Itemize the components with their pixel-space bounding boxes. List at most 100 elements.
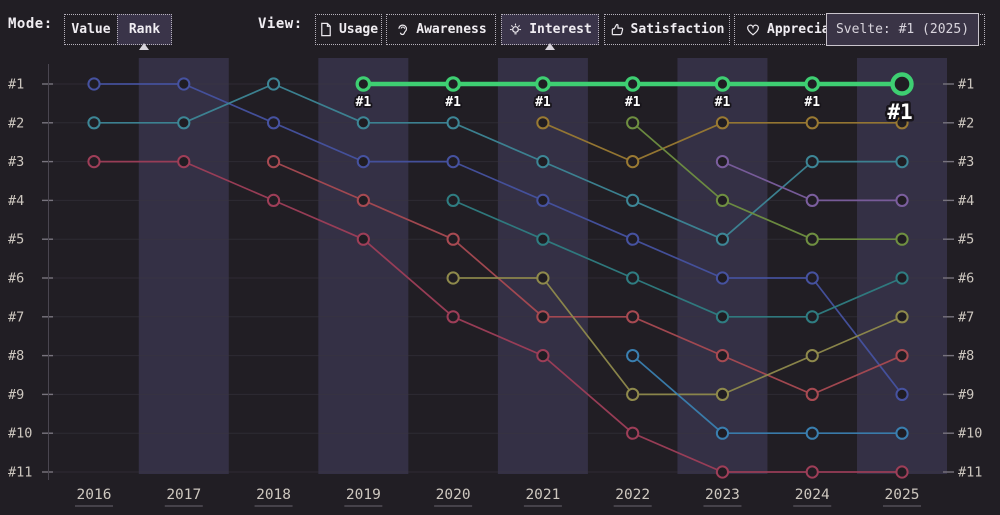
chart-point[interactable] (805, 193, 819, 207)
chart-point[interactable] (895, 465, 909, 479)
chart-point[interactable] (626, 271, 640, 285)
chart-point[interactable] (446, 155, 460, 169)
heart-icon (747, 24, 759, 36)
chart-point[interactable] (536, 193, 550, 207)
chart-point[interactable] (715, 465, 730, 479)
chart-point[interactable] (805, 155, 819, 169)
chart-point[interactable] (805, 465, 819, 479)
chart-point[interactable] (177, 155, 191, 169)
chart-point[interactable] (356, 232, 370, 246)
chart-point[interactable] (535, 76, 551, 92)
chart-point[interactable] (895, 387, 909, 401)
chart-point[interactable] (626, 232, 640, 246)
chart-point[interactable] (626, 310, 640, 324)
chart-point[interactable] (624, 76, 641, 92)
chart-point[interactable] (895, 271, 909, 285)
chart-point[interactable] (626, 387, 640, 401)
chart-point[interactable] (895, 349, 909, 363)
chart-point[interactable] (805, 349, 819, 363)
chart-point[interactable] (536, 271, 550, 285)
view-usage-label: Usage (338, 22, 379, 37)
chart-point[interactable] (805, 387, 819, 401)
chart-point[interactable] (536, 155, 550, 169)
chart-point[interactable] (177, 116, 191, 130)
view-interest-button[interactable]: Interest (501, 14, 599, 45)
mode-label: Mode: (8, 16, 53, 32)
chart-point[interactable] (626, 155, 640, 169)
series-Svelte: #1 #1 #1 #1 #1 #1 #1 (354, 72, 915, 127)
chart-point[interactable] (177, 77, 191, 91)
year-label: 2024 (795, 487, 830, 503)
rank-label-right: #10 (958, 426, 982, 442)
chart-point[interactable] (87, 116, 101, 130)
chart-point[interactable] (715, 116, 730, 130)
chart-point[interactable] (715, 426, 730, 440)
chart-point[interactable] (714, 76, 731, 92)
rank-label-left: #5 (8, 232, 24, 248)
chart-point[interactable] (626, 116, 640, 130)
chart-line (94, 83, 903, 241)
chart-point[interactable] (890, 72, 914, 96)
chart-point[interactable] (536, 310, 550, 324)
chart-point[interactable] (446, 116, 460, 130)
chart-point[interactable] (805, 426, 819, 440)
chart-point[interactable] (356, 155, 370, 169)
view-usage-button[interactable]: Usage (315, 14, 382, 45)
chart-point[interactable] (536, 232, 550, 246)
chart-point[interactable] (87, 155, 101, 169)
chart-point[interactable] (356, 193, 370, 207)
chart-point[interactable] (626, 193, 640, 207)
rank-label-right: #3 (958, 154, 974, 170)
chart-point[interactable] (715, 155, 730, 169)
chart-point[interactable] (266, 116, 281, 130)
chart-point[interactable] (895, 310, 909, 324)
chart-point[interactable] (266, 193, 281, 207)
chart-point[interactable] (895, 155, 909, 169)
rank-label-left: #9 (8, 387, 24, 403)
chart-point[interactable] (805, 232, 819, 246)
chart-point[interactable] (445, 76, 461, 92)
chart-point[interactable] (446, 193, 460, 207)
chart-point[interactable] (87, 77, 101, 91)
chart-point[interactable] (356, 116, 370, 130)
chart-point[interactable] (804, 76, 821, 92)
chart-point[interactable] (536, 349, 550, 363)
chart-point[interactable] (626, 349, 640, 363)
chart-point[interactable] (715, 349, 730, 363)
rank-label-right: #1 (958, 77, 974, 93)
rank-label-right: #7 (958, 309, 974, 325)
mode-rank-button[interactable]: Rank (117, 14, 172, 45)
mode-value-button[interactable]: Value (64, 14, 118, 45)
chart-point[interactable] (805, 116, 819, 130)
chart-point[interactable] (895, 426, 909, 440)
view-satisfaction-button[interactable]: Satisfaction (604, 14, 730, 45)
chart-point[interactable] (715, 387, 730, 401)
rank-label-left: #3 (8, 154, 24, 170)
chart-point[interactable] (266, 77, 281, 91)
chart-point[interactable] (715, 193, 730, 207)
chart-point[interactable] (715, 310, 730, 324)
chart-point[interactable] (446, 232, 460, 246)
chart-point[interactable] (805, 310, 819, 324)
highlight-rank-label: #1 (356, 95, 372, 110)
chart-point[interactable] (355, 76, 372, 92)
chart-point[interactable] (446, 271, 460, 285)
rank-label-left: #10 (8, 426, 32, 442)
year-label: 2025 (885, 487, 920, 503)
chart-point[interactable] (715, 271, 730, 285)
view-awareness-button[interactable]: Awareness (386, 14, 496, 45)
chart-point[interactable] (805, 271, 819, 285)
chart-point[interactable] (266, 155, 281, 169)
chart-point[interactable] (446, 310, 460, 324)
chart-point[interactable] (536, 116, 550, 130)
chart-point[interactable] (895, 193, 909, 207)
chart-point[interactable] (895, 232, 909, 246)
chart-point[interactable] (626, 426, 640, 440)
rank-label-left: #8 (8, 348, 24, 364)
rank-label-right: #2 (958, 115, 974, 131)
chart-point[interactable] (895, 116, 909, 130)
year-label: 2016 (77, 487, 112, 503)
chart-point[interactable] (715, 232, 730, 246)
